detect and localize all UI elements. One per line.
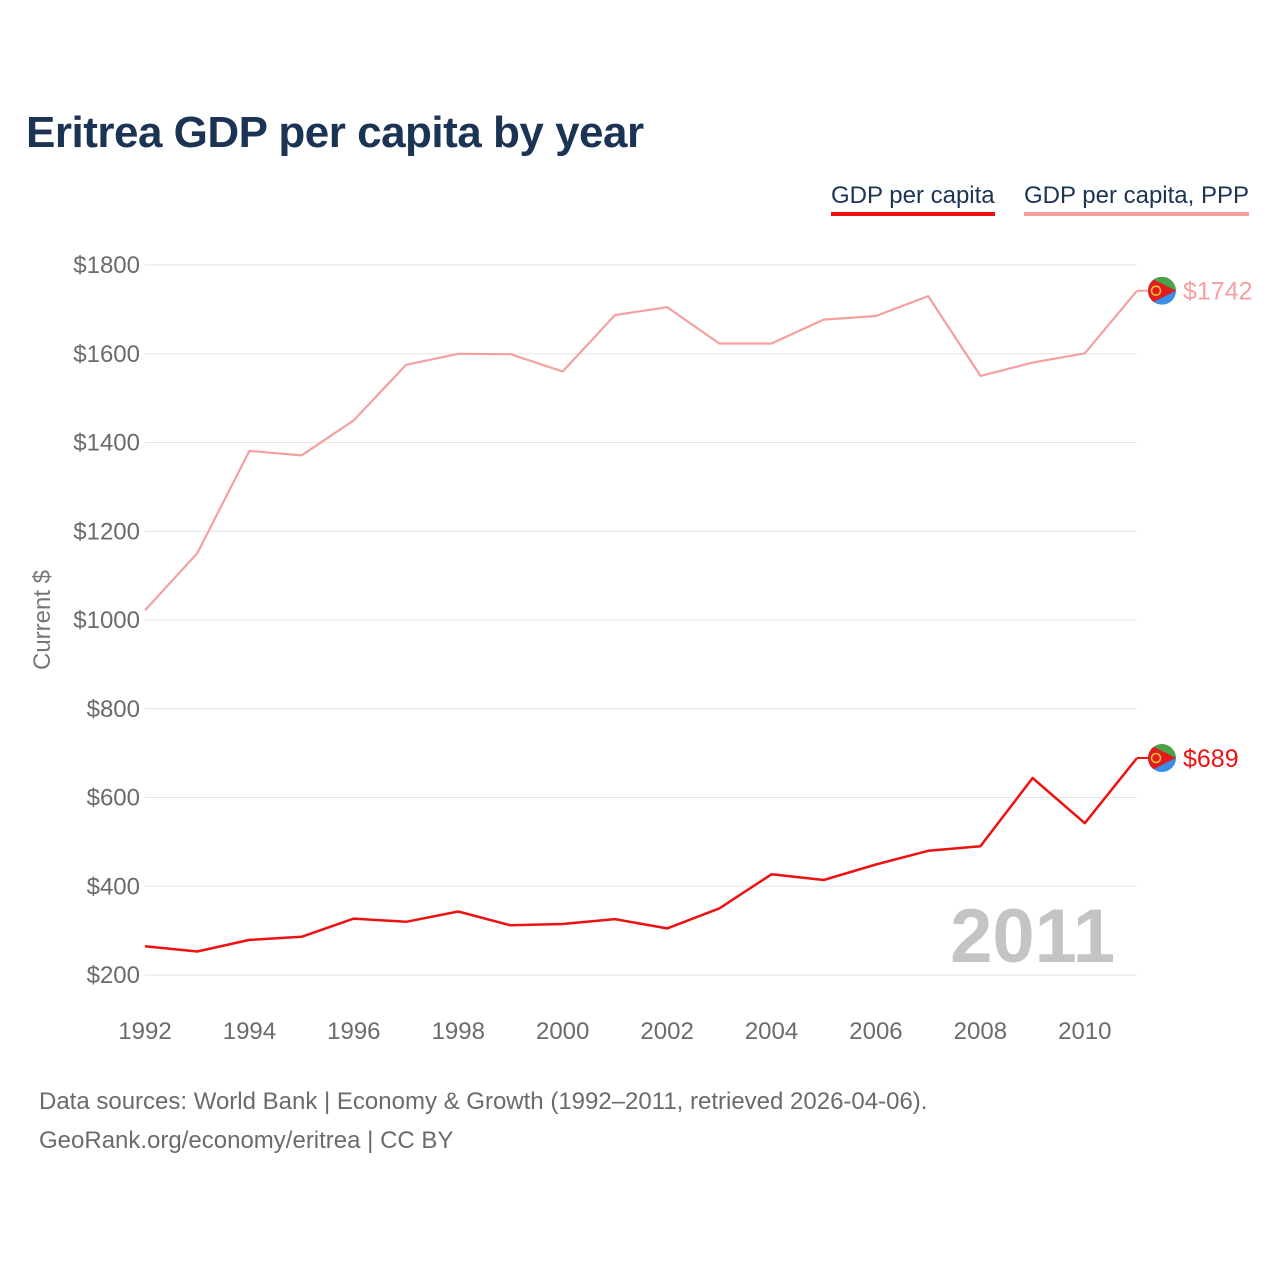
x-axis-ticks: 1992 1994 1996 1998 2000 2002 2004 2006 2008 2010: [118, 1018, 1111, 1045]
eritrea-flag-icon: [1148, 744, 1176, 773]
y-tick-label: $1200: [73, 518, 140, 545]
x-tick-label: 1994: [223, 1018, 276, 1045]
end-value-label: $689: [1183, 745, 1239, 773]
y-tick-label: $1400: [73, 430, 140, 457]
eritrea-flag-icon: [1148, 276, 1176, 305]
legend-item-gdp-per-capita-ppp[interactable]: GDP per capita, PPP: [1024, 182, 1249, 216]
legend-label-gdp: GDP per capita: [831, 182, 995, 209]
y-axis-label: Current $: [29, 570, 56, 670]
x-tick-label: 2008: [954, 1018, 1007, 1045]
end-markers: $689 $1742: [1137, 276, 1253, 773]
legend-item-gdp-per-capita[interactable]: GDP per capita: [831, 182, 995, 216]
chart-title: Eritrea GDP per capita by year: [26, 108, 644, 157]
series-lines: [144, 289, 1138, 953]
series-line-gdp: [144, 757, 1138, 953]
x-tick-label: 1996: [327, 1018, 380, 1045]
x-tick-label: 2006: [849, 1018, 902, 1045]
x-tick-label: 2002: [640, 1018, 693, 1045]
y-tick-label: $1800: [73, 252, 140, 279]
x-tick-label: 2010: [1058, 1018, 1111, 1045]
current-year-watermark: 2011: [950, 894, 1115, 979]
source-line-1: Data sources: World Bank | Economy & Gro…: [39, 1088, 928, 1115]
gridlines: [145, 264, 1137, 976]
y-tick-label: $800: [87, 696, 140, 723]
end-value-label: $1742: [1183, 278, 1253, 306]
x-tick-label: 1998: [432, 1018, 485, 1045]
legend-swatch-gdp: [831, 212, 995, 216]
y-tick-label: $600: [87, 785, 140, 812]
x-tick-label: 2004: [745, 1018, 798, 1045]
y-tick-label: $400: [87, 873, 140, 900]
y-tick-label: $1600: [73, 341, 140, 368]
source-line-2[interactable]: GeoRank.org/economy/eritrea | CC BY: [39, 1127, 454, 1154]
x-tick-label: 2000: [536, 1018, 589, 1045]
series-line-ppp: [144, 289, 1138, 611]
y-tick-label: $1000: [73, 607, 140, 634]
legend-swatch-ppp: [1024, 212, 1249, 216]
x-tick-label: 1992: [118, 1018, 171, 1045]
legend-label-ppp: GDP per capita, PPP: [1024, 182, 1249, 209]
y-axis-ticks: $200 $400 $600 $800 $1000 $1200 $1400 $1600 $180…: [73, 252, 140, 989]
y-tick-label: $200: [87, 962, 140, 989]
